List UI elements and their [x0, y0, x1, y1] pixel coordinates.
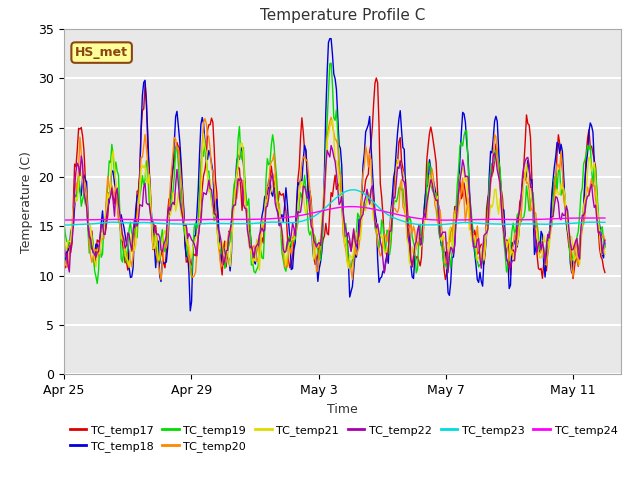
TC_temp21 [601, 251, 609, 257]
TC_temp19 [93, 281, 101, 287]
TC_temp24 [222, 216, 230, 222]
TC_temp17 [60, 260, 68, 266]
TC_temp24 [362, 205, 369, 211]
TC_temp18 [326, 36, 333, 42]
Line: TC_temp24: TC_temp24 [64, 206, 605, 220]
TC_temp22 [362, 194, 369, 200]
TC_temp19 [242, 196, 250, 202]
TC_temp20 [60, 255, 68, 261]
TC_temp20 [459, 175, 467, 180]
TC_temp17 [360, 188, 368, 194]
TC_temp18 [549, 177, 557, 182]
TC_temp21 [328, 117, 336, 123]
TC_temp23 [241, 221, 248, 227]
TC_temp17 [459, 192, 467, 197]
Y-axis label: Temperature (C): Temperature (C) [20, 151, 33, 252]
Line: TC_temp21: TC_temp21 [64, 120, 605, 270]
TC_temp21 [363, 199, 371, 204]
TC_temp24 [459, 217, 467, 223]
TC_temp19 [363, 196, 371, 202]
TC_temp19 [443, 266, 451, 272]
TC_temp19 [459, 143, 467, 149]
TC_temp24 [348, 204, 355, 209]
TC_temp24 [241, 216, 248, 222]
TC_temp22 [549, 214, 557, 219]
TC_temp17 [222, 264, 230, 270]
TC_temp18 [459, 109, 467, 115]
TC_temp20 [443, 259, 451, 265]
TC_temp22 [222, 248, 230, 253]
TC_temp19 [223, 249, 231, 254]
TC_temp23 [362, 192, 369, 198]
TC_temp22 [327, 143, 335, 148]
TC_temp17 [372, 75, 380, 81]
Line: TC_temp19: TC_temp19 [64, 63, 605, 284]
TC_temp21 [241, 188, 248, 194]
TC_temp24 [442, 217, 449, 223]
TC_temp17 [241, 179, 248, 184]
TC_temp24 [549, 216, 557, 222]
TC_temp20 [363, 151, 371, 156]
TC_temp20 [327, 114, 335, 120]
TC_temp23 [349, 187, 356, 192]
TC_temp21 [60, 231, 68, 237]
TC_temp19 [601, 244, 609, 250]
TC_temp24 [443, 217, 451, 223]
TC_temp23 [222, 221, 230, 227]
TC_temp19 [60, 219, 68, 225]
TC_temp21 [459, 166, 467, 172]
TC_temp20 [223, 247, 231, 252]
TC_temp20 [549, 214, 557, 219]
TC_temp22 [380, 270, 388, 276]
TC_temp20 [157, 277, 165, 283]
TC_temp22 [241, 205, 248, 211]
TC_temp23 [458, 220, 465, 226]
TC_temp18 [443, 266, 451, 272]
Line: TC_temp17: TC_temp17 [64, 78, 605, 279]
TC_temp22 [601, 237, 609, 243]
TC_temp17 [443, 271, 451, 276]
TC_temp18 [363, 126, 371, 132]
TC_temp21 [255, 267, 263, 273]
Line: TC_temp22: TC_temp22 [64, 145, 605, 273]
TC_temp17 [549, 180, 557, 185]
TC_temp18 [223, 255, 231, 261]
TC_temp19 [549, 203, 557, 209]
Title: Temperature Profile C: Temperature Profile C [260, 9, 425, 24]
TC_temp17 [442, 276, 449, 282]
TC_temp21 [443, 241, 451, 247]
TC_temp18 [60, 255, 68, 261]
TC_temp24 [60, 217, 68, 223]
TC_temp22 [60, 241, 68, 247]
TC_temp18 [242, 201, 250, 206]
TC_temp20 [601, 238, 609, 244]
TC_temp17 [601, 270, 609, 276]
TC_temp20 [242, 203, 250, 208]
TC_temp22 [443, 251, 451, 256]
TC_temp21 [549, 214, 557, 219]
Line: TC_temp18: TC_temp18 [64, 39, 605, 311]
TC_temp21 [222, 239, 230, 245]
TC_temp23 [548, 221, 556, 227]
TC_temp19 [327, 60, 335, 66]
Line: TC_temp20: TC_temp20 [64, 117, 605, 280]
TC_temp18 [601, 240, 609, 246]
TC_temp24 [601, 215, 609, 221]
TC_temp23 [442, 221, 449, 227]
TC_temp22 [459, 157, 467, 163]
Line: TC_temp23: TC_temp23 [64, 190, 605, 225]
TC_temp18 [186, 308, 194, 314]
TC_temp23 [60, 222, 68, 228]
TC_temp23 [601, 219, 609, 225]
X-axis label: Time: Time [327, 403, 358, 416]
Text: HS_met: HS_met [75, 46, 128, 59]
Legend: TC_temp17, TC_temp18, TC_temp19, TC_temp20, TC_temp21, TC_temp22, TC_temp23, TC_: TC_temp17, TC_temp18, TC_temp19, TC_temp… [70, 425, 618, 452]
